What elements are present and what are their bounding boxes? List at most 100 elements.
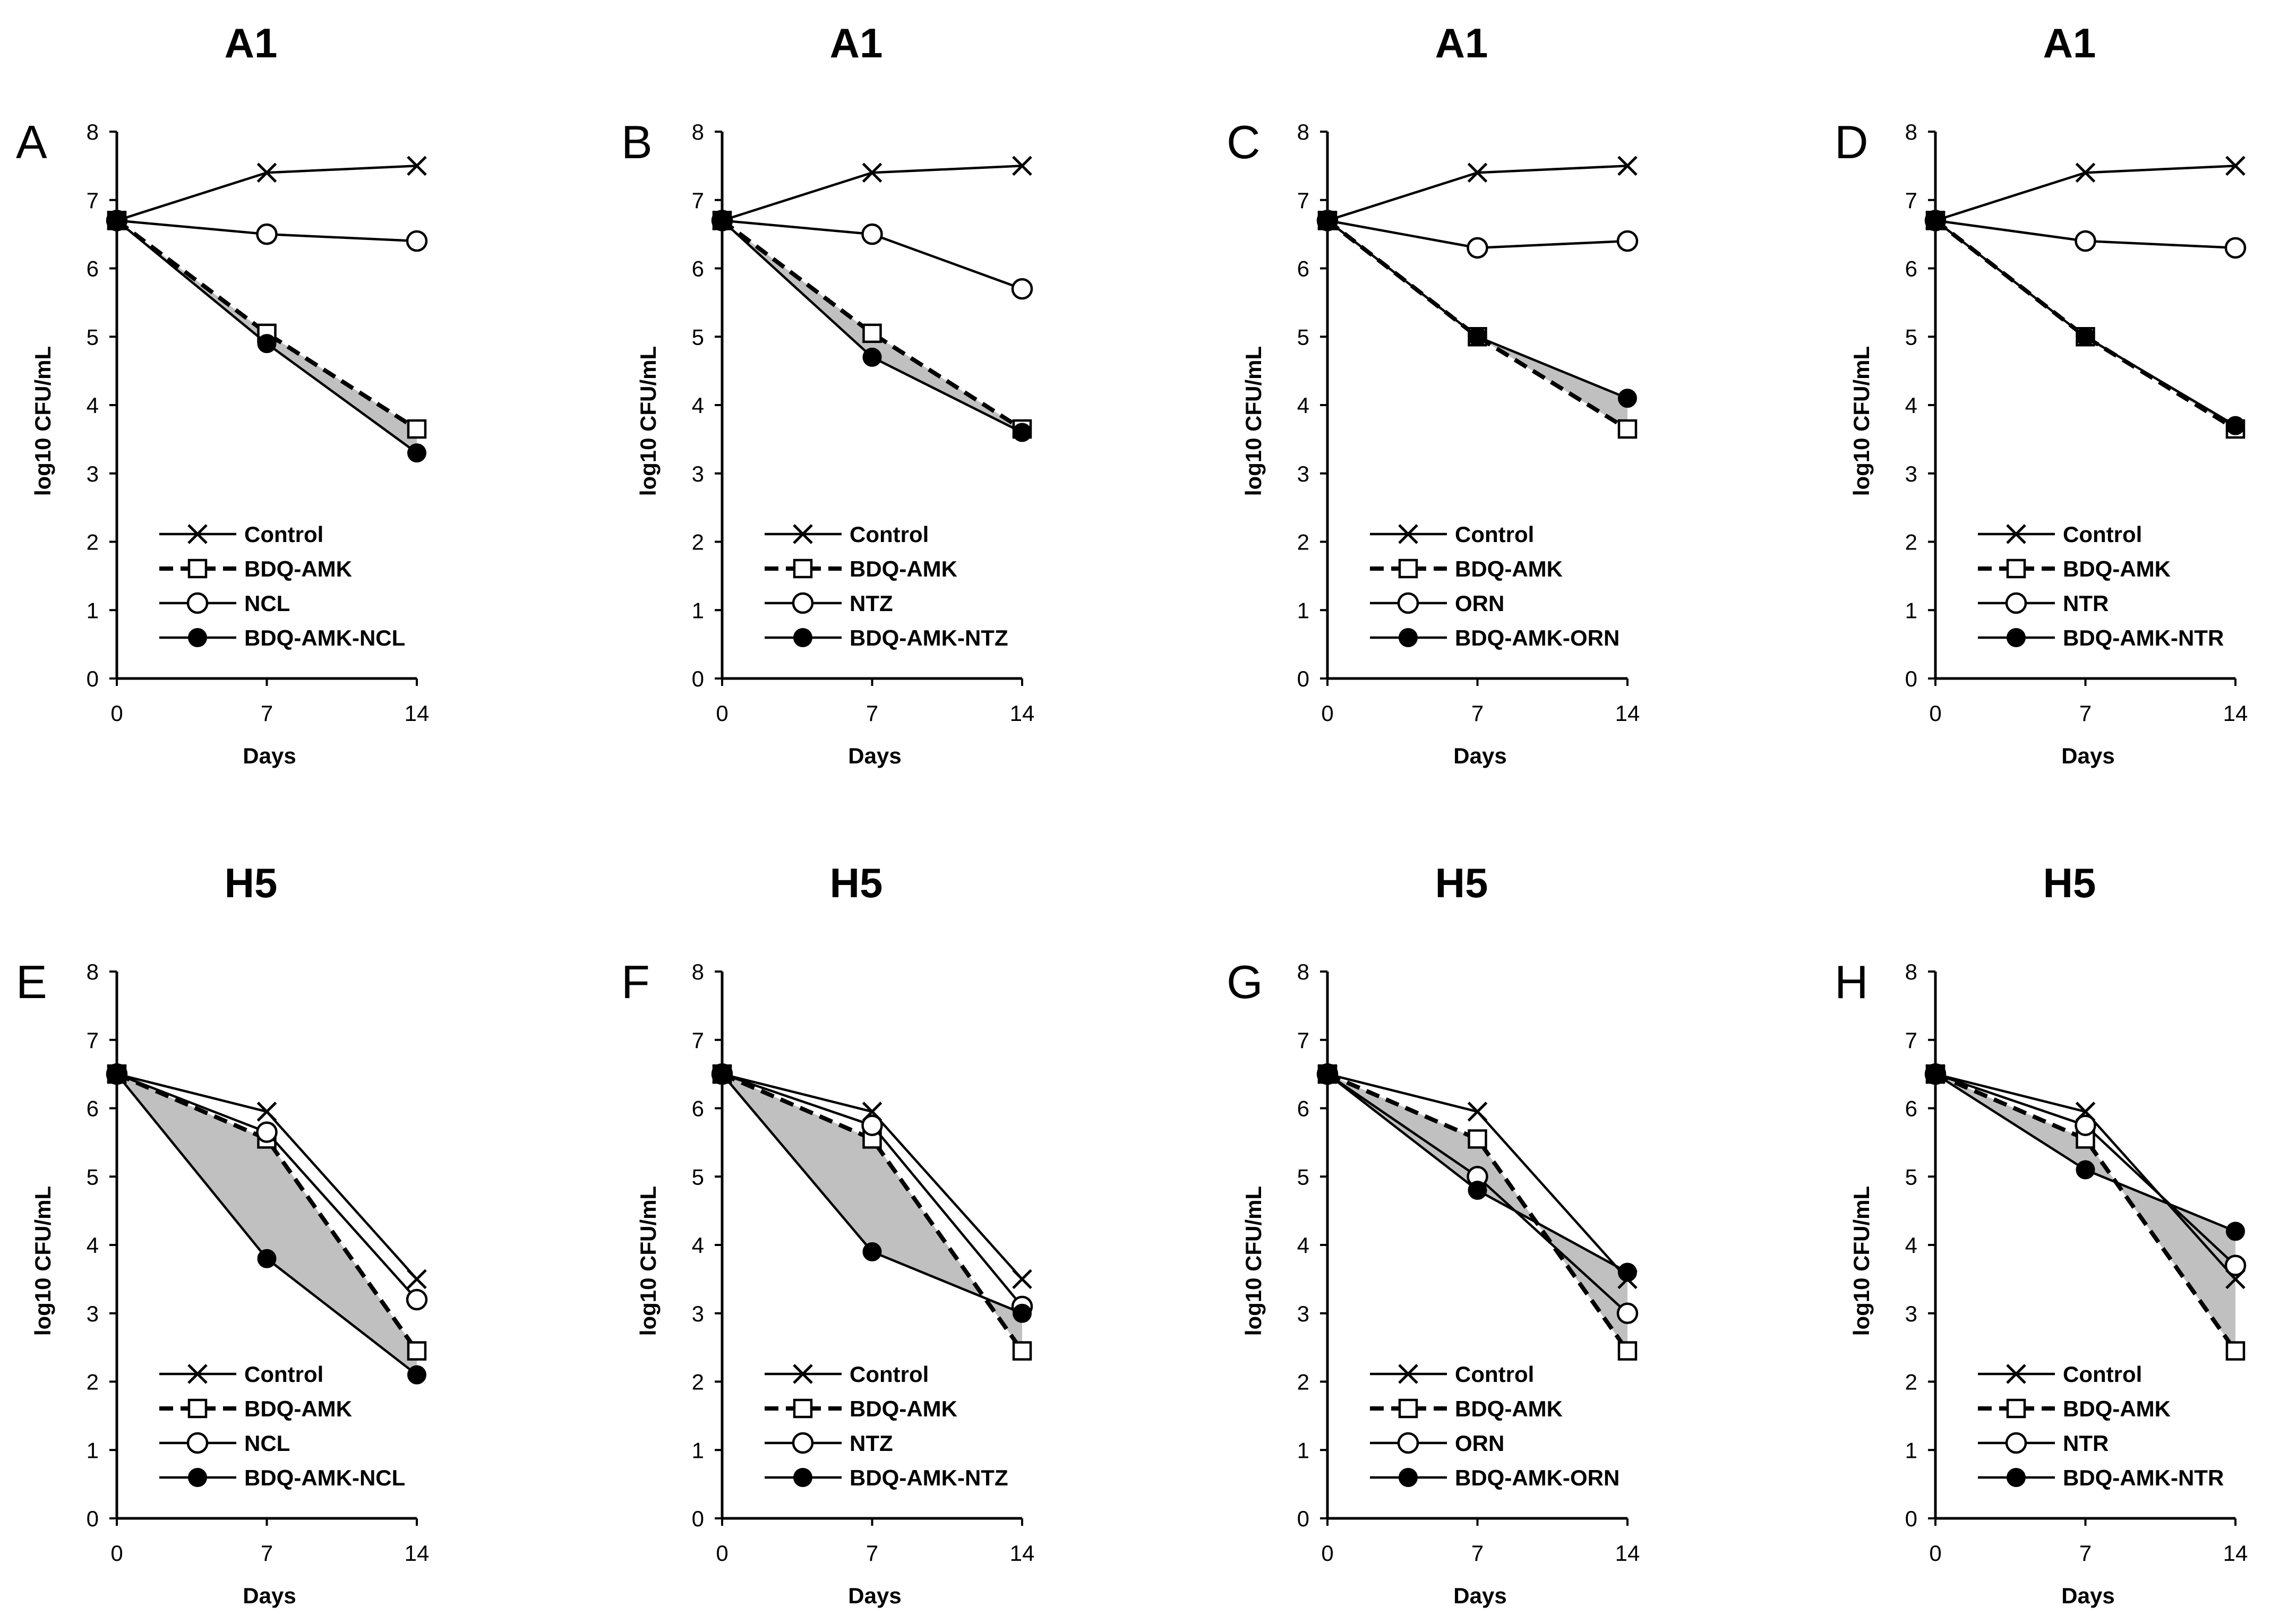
panel-e-xlabel: Days bbox=[243, 1583, 296, 1608]
panel-b-series-bdq-amk-ntz-point bbox=[862, 347, 882, 367]
panel-h-legend-bdq-amk-marker bbox=[2006, 1398, 2026, 1419]
panel-b-series-bdq-amk-ntz-point bbox=[1013, 423, 1032, 442]
panel-b-legend-control-marker bbox=[793, 524, 813, 544]
panel-b-series-bdq-amk-line bbox=[721, 219, 1024, 431]
panel-a-series-bdq-amk-ncl-point bbox=[407, 443, 426, 463]
panel-f-ytick-label: 8 bbox=[692, 959, 704, 984]
panel-d-xtick-label: 0 bbox=[1929, 701, 1941, 726]
panel-a-title: A1 bbox=[225, 20, 278, 66]
panel-b-title: A1 bbox=[830, 20, 883, 66]
panel-g-legend-orn-label: ORN bbox=[1455, 1431, 1504, 1456]
panel-h-xtick-label: 7 bbox=[2079, 1541, 2092, 1566]
panel-a-series-ncl-point bbox=[256, 223, 278, 245]
panel-g-legend-bdq-amk-orn-label: BDQ-AMK-ORN bbox=[1455, 1465, 1619, 1490]
panel-c-ytick-label: 0 bbox=[1297, 666, 1309, 691]
panel-b-ytick-label: 4 bbox=[692, 393, 704, 418]
panel-a: A1 A 0 1 2 3 4 5 6 7 8 0 7 14 Days log10 CFU/mL Control B… bbox=[16, 20, 429, 768]
panel-e-shaded-area bbox=[117, 1074, 417, 1375]
panel-e-series-bdq-amk-point bbox=[407, 1341, 427, 1361]
panel-g-ylabel: log10 CFU/mL bbox=[1241, 1186, 1266, 1336]
panel-e-xtick-label: 0 bbox=[110, 1541, 123, 1566]
panel-e-series-bdq-amk-ncl-point bbox=[257, 1249, 277, 1268]
panel-a-series-control-point bbox=[407, 156, 427, 176]
panel-b-xtick-label: 14 bbox=[1010, 701, 1035, 726]
panel-d-legend-bdq-amk-label: BDQ-AMK bbox=[2063, 556, 2171, 581]
panel-c-series-bdq-amk-orn-point bbox=[1318, 211, 1337, 230]
panel-d-series-bdq-amk-ntr-point bbox=[2076, 327, 2095, 347]
panel-e: H5 E 0 1 2 3 4 5 6 7 8 0 7 14 Days log10 CFU/mL Control B… bbox=[16, 860, 429, 1608]
panel-h-legend-ntr-label: NTR bbox=[2063, 1431, 2109, 1456]
panel-c-ytick-label: 1 bbox=[1297, 598, 1309, 623]
panel-c-legend-orn-label: ORN bbox=[1455, 591, 1504, 616]
panel-e-series-ncl-point bbox=[256, 1121, 278, 1143]
panel-f-ytick-label: 7 bbox=[692, 1028, 704, 1053]
panel-g-shaded-area bbox=[1327, 1074, 1627, 1351]
panel-f-letter: F bbox=[621, 956, 650, 1008]
panel-d-legend-bdq-amk-ntr-marker bbox=[2007, 628, 2026, 647]
panel-b-ytick-label: 2 bbox=[692, 530, 704, 555]
panel-e-series-bdq-amk-ncl-point bbox=[407, 1365, 426, 1385]
panel-h-letter: H bbox=[1835, 956, 1869, 1008]
panel-g-series-bdq-amk-orn-point bbox=[1468, 1181, 1487, 1200]
panel-h-ytick-label: 0 bbox=[1905, 1506, 1917, 1531]
panel-f-ylabel: log10 CFU/mL bbox=[636, 1186, 661, 1336]
panel-c-series-orn-point bbox=[1467, 237, 1488, 259]
panel-e-legend-control-marker bbox=[187, 1364, 208, 1384]
panel-f-series-bdq-amk-line bbox=[721, 1072, 1024, 1352]
panel-e-ytick-label: 5 bbox=[87, 1164, 99, 1189]
panel-e-legend-bdq-amk-marker bbox=[187, 1398, 208, 1419]
panel-a-ytick-label: 8 bbox=[87, 119, 99, 144]
panel-e-ytick-label: 0 bbox=[87, 1506, 99, 1531]
panel-g-series-bdq-amk-line bbox=[1326, 1072, 1630, 1352]
panel-h-xlabel: Days bbox=[2061, 1583, 2114, 1608]
panel-f-legend-ntz-label: NTZ bbox=[850, 1431, 893, 1456]
panel-h-series-bdq-amk-ntr-point bbox=[1926, 1064, 1945, 1084]
panel-a-series-bdq-amk-ncl-point bbox=[257, 334, 277, 354]
panel-d-legend-bdq-amk-marker bbox=[2006, 558, 2026, 579]
panel-a-ytick-label: 2 bbox=[87, 530, 99, 555]
panel-e-letter: E bbox=[16, 956, 47, 1008]
panel-h-legend-control-marker bbox=[2006, 1364, 2026, 1384]
panel-b-xlabel: Days bbox=[848, 743, 901, 768]
panel-e-legend-ncl-label: NCL bbox=[244, 1431, 290, 1456]
panel-f-ytick-label: 4 bbox=[692, 1233, 704, 1258]
panel-h-legend-bdq-amk-ntr-marker bbox=[2007, 1468, 2026, 1487]
panel-e-legend-ncl-marker bbox=[186, 1432, 209, 1454]
panel-g-ytick-label: 0 bbox=[1297, 1506, 1309, 1531]
panel-c-xtick-label: 14 bbox=[1615, 701, 1640, 726]
panel-d-ytick-label: 6 bbox=[1905, 256, 1917, 281]
panel-a-ytick-label: 7 bbox=[87, 188, 99, 213]
panel-d-title: A1 bbox=[2043, 20, 2096, 66]
panel-f-xlabel: Days bbox=[848, 1583, 901, 1608]
panel-c-series-orn-point bbox=[1616, 230, 1639, 252]
panel-b-legend-bdq-amk-ntz-marker bbox=[793, 628, 812, 647]
panel-c-title: A1 bbox=[1435, 20, 1488, 66]
panel-h-xtick-label: 14 bbox=[2223, 1541, 2248, 1566]
panel-f-ytick-label: 2 bbox=[692, 1370, 704, 1395]
panel-c-series-bdq-amk-orn-point bbox=[1468, 327, 1487, 347]
panel-e-legend-control-label: Control bbox=[244, 1362, 323, 1387]
panel-g-xtick-label: 0 bbox=[1321, 1541, 1333, 1566]
panel-d-series-bdq-amk-ntr-point bbox=[1926, 211, 1945, 230]
panel-b-ytick-label: 8 bbox=[692, 119, 704, 144]
panel-f-legend-control-marker bbox=[793, 1364, 813, 1384]
panel-b-ylabel: log10 CFU/mL bbox=[636, 346, 661, 496]
panel-h-legend-ntr-marker bbox=[2005, 1432, 2027, 1454]
panel-a-legend-bdq-amk-marker bbox=[187, 558, 208, 579]
panel-e-ylabel: log10 CFU/mL bbox=[30, 1186, 55, 1336]
panel-d-xtick-label: 7 bbox=[2079, 701, 2092, 726]
panel-d-ytick-label: 4 bbox=[1905, 393, 1917, 418]
panel-g-letter: G bbox=[1227, 956, 1263, 1008]
panel-g-xlabel: Days bbox=[1453, 1583, 1506, 1608]
panel-c-ytick-label: 3 bbox=[1297, 461, 1309, 486]
panel-d-ytick-label: 8 bbox=[1905, 119, 1917, 144]
panel-b-legend-bdq-amk-marker bbox=[793, 558, 813, 579]
panel-h-xtick-label: 0 bbox=[1929, 1541, 1941, 1566]
panel-h-legend-bdq-amk-ntr-label: BDQ-AMK-NTR bbox=[2063, 1465, 2224, 1490]
panel-b-xtick-label: 7 bbox=[866, 701, 878, 726]
panel-d-xtick-label: 14 bbox=[2223, 701, 2248, 726]
panel-d-legend-ntr-label: NTR bbox=[2063, 591, 2109, 616]
panel-f-ytick-label: 6 bbox=[692, 1096, 704, 1121]
panel-g-ytick-label: 6 bbox=[1297, 1096, 1309, 1121]
panel-g-ytick-label: 2 bbox=[1297, 1370, 1309, 1395]
